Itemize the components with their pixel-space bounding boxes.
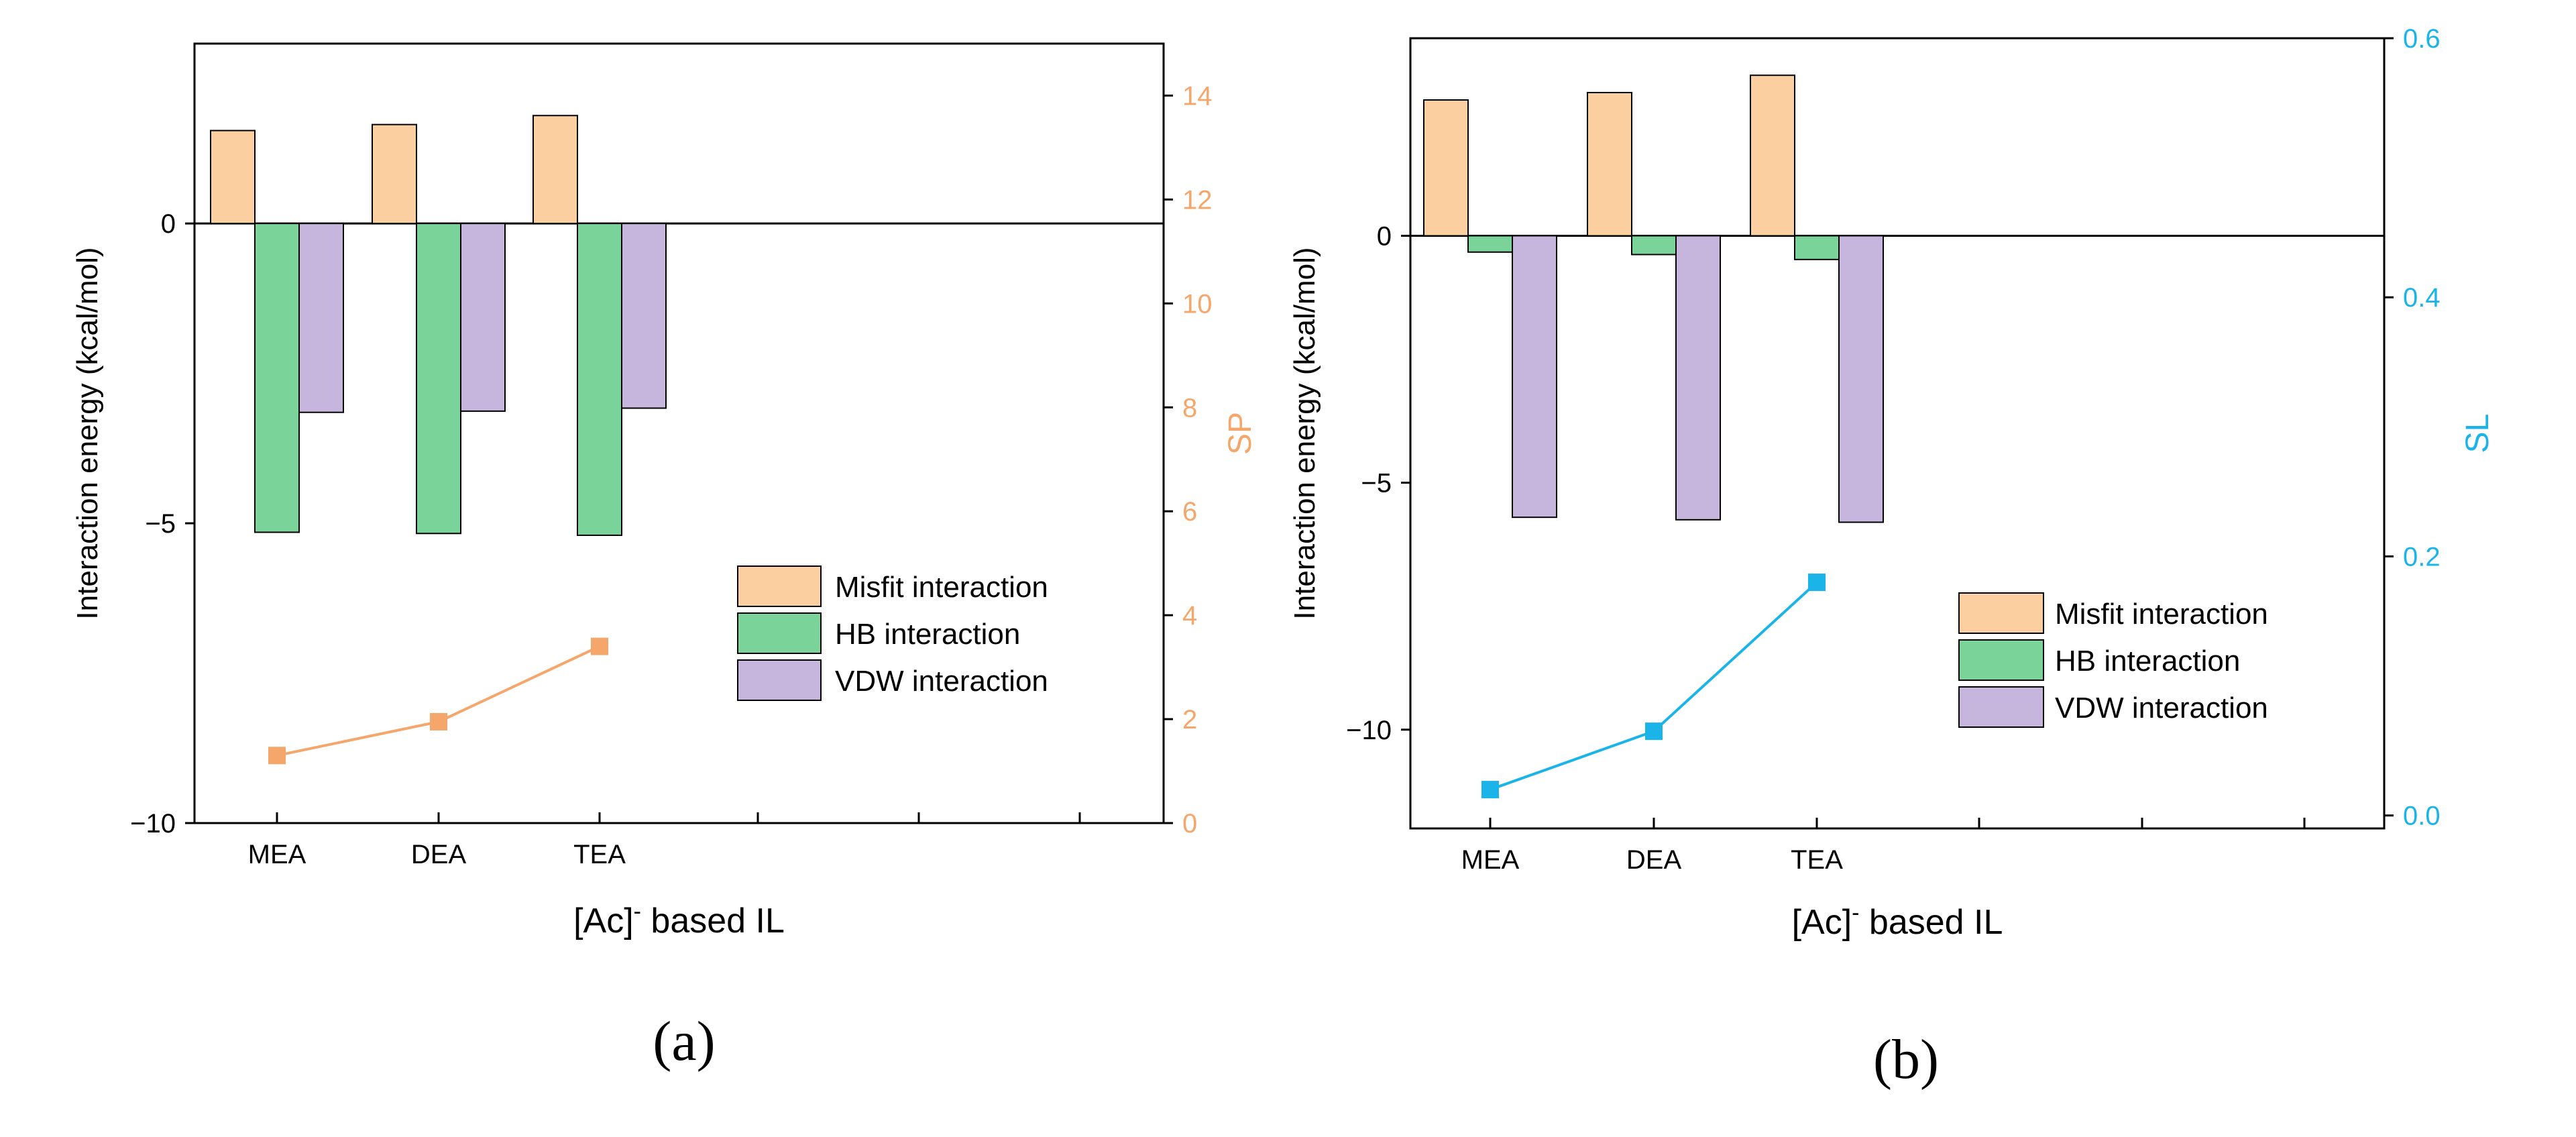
x-axis-title-sup: - [1852,900,1859,926]
x-tick-label: DEA [411,840,467,869]
y-axis-title: Interaction energy (kcal/mol) [1288,247,1321,619]
x-axis-title-main: [Ac] [1792,903,1852,942]
chart-panel-a: 0 −5 −10 0 2 4 6 8 10 12 14 MEA DEA TEA Misfit interac… [71,42,1258,1073]
y2-tick-label: 14 [1182,81,1213,111]
y2-tick-label: 0.0 [2403,802,2441,831]
y-tick-label: −10 [1346,716,1392,745]
y2-tick-label: 2 [1182,705,1197,735]
marker-sl-dea [1645,722,1663,741]
bar-misfit-mea [210,129,256,225]
legend-swatch-misfit [737,565,822,607]
x-tick-label: TEA [1791,845,1843,875]
bar-vdw-dea [460,223,506,412]
legend-swatch-hb [1958,639,2044,681]
x-axis-title: [Ac]- based IL [573,899,785,940]
y2-tick-label: 0 [1182,809,1197,838]
marker-sl-mea [1481,781,1499,799]
legend-swatch-misfit [1958,592,2044,634]
bar-vdw-mea [298,223,344,413]
y-tick-label: −5 [1361,469,1392,498]
y2-tick-label: 8 [1182,393,1197,423]
bar-misfit-tea [533,115,578,225]
x-axis-title: [Ac]- based IL [1792,900,2003,942]
bar-hb-dea [1631,235,1677,256]
panel-label: (a) [653,1010,715,1073]
bar-misfit-mea [1423,99,1469,237]
marker-sl-tea [1808,574,1826,592]
legend-label-hb: HB interaction [2055,645,2240,678]
bar-vdw-mea [1512,235,1557,519]
y2-tick-label: 6 [1182,497,1197,527]
bar-hb-dea [416,223,461,535]
marker-sp-tea [591,637,608,655]
y2-tick-label: 10 [1182,289,1213,319]
bar-hb-mea [1467,235,1513,253]
bar-misfit-dea [372,123,417,225]
legend-swatch-hb [737,612,822,654]
y-tick-label: −5 [145,509,176,539]
legend-swatch-vdw [1958,686,2044,728]
y-tick-label: −10 [130,809,176,838]
x-axis-title-sup: - [634,899,641,924]
x-axis-title-main: [Ac] [573,902,634,940]
y2-tick-label: 12 [1182,185,1213,215]
legend-label-vdw: VDW interaction [835,665,1048,698]
y2-tick-label: 4 [1182,601,1197,631]
x-tick-label: TEA [573,840,626,869]
x-axis-title-rest: based IL [1859,903,2003,942]
panel-label: (b) [1873,1028,1939,1091]
bar-hb-tea [577,223,622,536]
legend-label-misfit: Misfit interaction [2055,598,2268,631]
legend-label-hb: HB interaction [835,618,1020,651]
bar-hb-mea [254,223,300,533]
chart-panel-b: 0 −5 −10 0.0 0.2 0.4 0.6 MEA DEA TEA Misfit intera… [1288,24,2496,1091]
y2-axis-title: SL [2460,414,2496,453]
bar-misfit-dea [1587,91,1632,237]
y2-tick-label: 0.6 [2403,24,2441,54]
y2-tick-label: 0.2 [2403,542,2441,572]
legend-swatch-vdw [737,659,822,701]
plot-frame [1409,37,2386,830]
marker-sp-dea [430,712,447,730]
marker-sp-mea [268,747,286,765]
bar-vdw-dea [1675,235,1721,521]
y2-axis-title: SP [1223,412,1258,455]
x-tick-label: DEA [1626,845,1682,875]
y-tick-label: 0 [1377,222,1392,252]
legend-label-misfit: Misfit interaction [835,571,1048,604]
bar-misfit-tea [1750,74,1795,237]
x-axis-title-rest: based IL [641,902,785,940]
bar-vdw-tea [1838,235,1884,523]
bar-vdw-tea [621,223,667,409]
y-axis-title: Interaction energy (kcal/mol) [71,247,104,619]
x-tick-label: MEA [1461,845,1520,875]
bar-hb-tea [1794,235,1840,260]
y2-tick-label: 0.4 [2403,283,2441,313]
x-tick-label: MEA [248,840,306,869]
legend-label-vdw: VDW interaction [2055,692,2268,724]
plot-frame [193,42,1165,824]
y-tick-label: 0 [161,209,176,239]
